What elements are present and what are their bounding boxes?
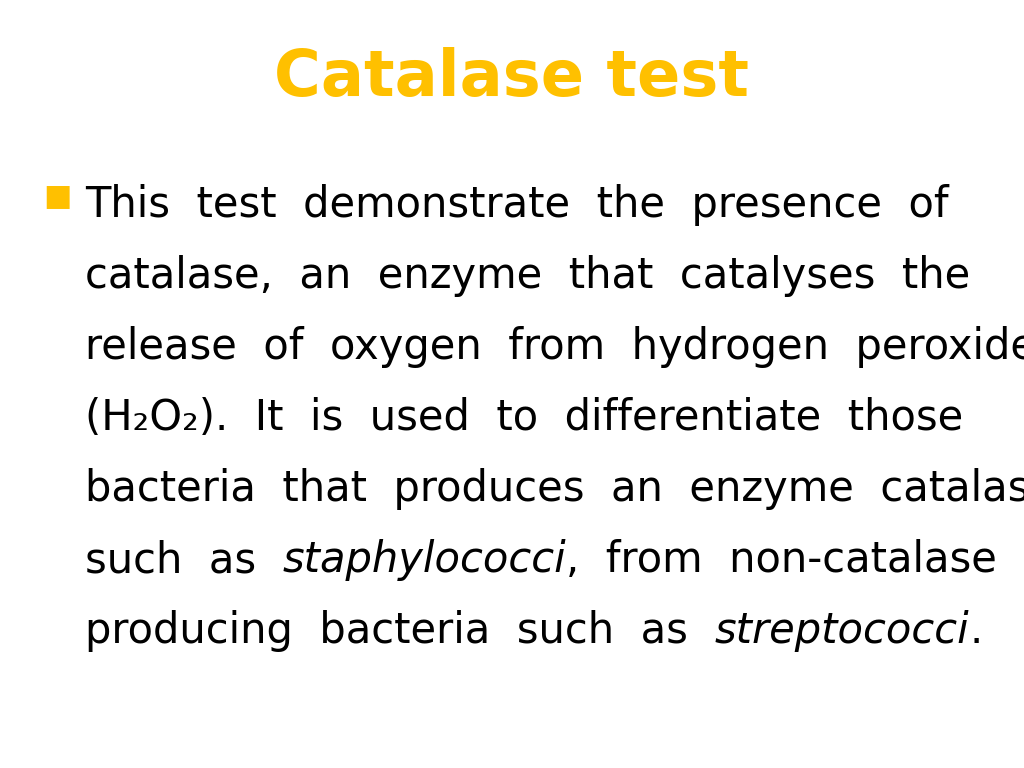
Text: streptococci: streptococci	[715, 611, 969, 652]
Text: This  test  demonstrate  the  presence  of: This test demonstrate the presence of	[85, 184, 948, 226]
Text: catalase,  an  enzyme  that  catalyses  the: catalase, an enzyme that catalyses the	[85, 255, 971, 297]
Text: ,  from  non-catalase: , from non-catalase	[566, 539, 997, 581]
Text: bacteria  that  produces  an  enzyme  catalase,: bacteria that produces an enzyme catalas…	[85, 468, 1024, 510]
Text: producing  bacteria  such  as: producing bacteria such as	[85, 611, 715, 652]
Text: release  of  oxygen  from  hydrogen  peroxide: release of oxygen from hydrogen peroxide	[85, 326, 1024, 368]
Text: Catalase test: Catalase test	[274, 47, 750, 109]
Text: .: .	[969, 611, 982, 652]
Text: staphylococci: staphylococci	[283, 539, 566, 581]
Text: (H₂O₂).  It  is  used  to  differentiate  those: (H₂O₂). It is used to differentiate thos…	[85, 397, 964, 439]
Text: ■: ■	[43, 180, 72, 210]
Text: such  as: such as	[85, 539, 283, 581]
